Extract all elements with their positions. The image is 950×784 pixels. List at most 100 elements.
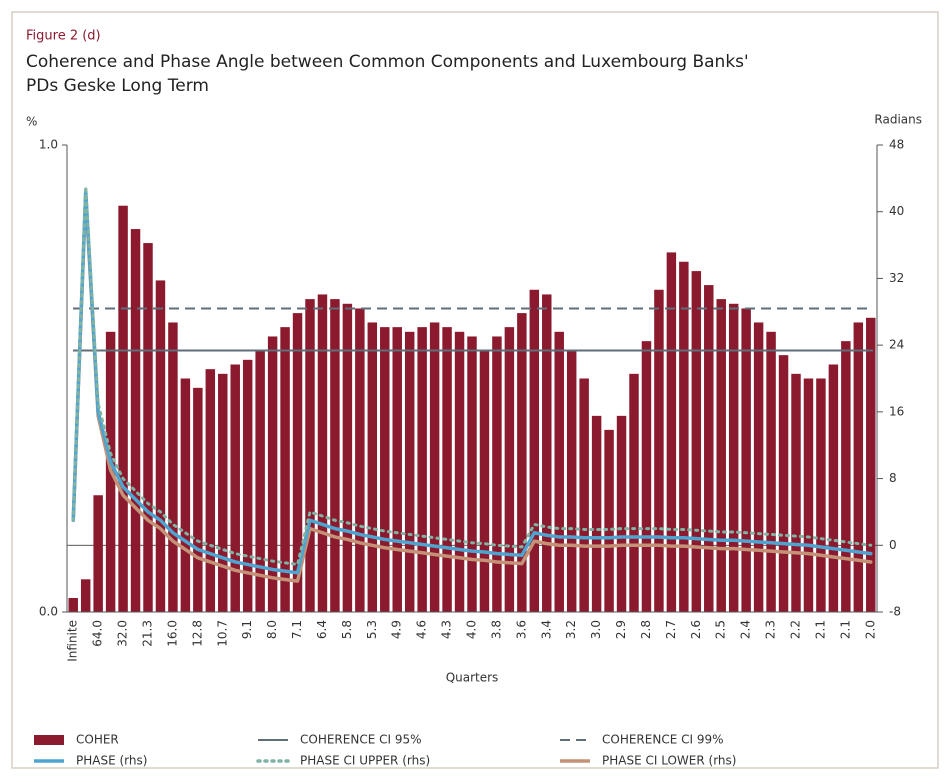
bar: [841, 341, 851, 612]
bar: [317, 294, 328, 612]
bar: [442, 327, 452, 612]
x-tick-label: 4.0: [465, 620, 479, 639]
x-tick-label: 2.4: [739, 620, 753, 639]
bar: [429, 322, 440, 612]
bar: [766, 331, 776, 612]
bar: [517, 313, 527, 612]
x-axis-label: Quarters: [446, 671, 499, 685]
bar: [753, 322, 764, 612]
bar: [579, 378, 589, 612]
chart-title: Coherence and Phase Angle between Common…: [26, 52, 749, 72]
bar: [866, 317, 876, 612]
bar: [604, 429, 614, 612]
bar: [380, 327, 390, 612]
x-tick-label: 2.6: [689, 620, 703, 639]
bar: [492, 336, 502, 612]
x-tick-label: 21.3: [141, 620, 155, 647]
bar: [155, 280, 166, 612]
bar: [728, 303, 739, 612]
x-tick-label: 2.7: [664, 620, 678, 639]
bar: [591, 415, 602, 612]
bar: [143, 243, 153, 612]
legend-label: PHASE CI UPPER (rhs): [300, 754, 430, 768]
x-tick-label: 2.2: [789, 620, 803, 639]
bar: [816, 378, 826, 612]
bar: [853, 322, 864, 612]
y2-tick-label: 16: [889, 404, 904, 418]
bar: [666, 252, 677, 612]
bar: [654, 289, 664, 612]
legend-label: COHER: [76, 733, 119, 747]
x-tick-label: 2.3: [764, 620, 778, 639]
phase-line: [71, 189, 873, 575]
x-tick-label: 3.0: [589, 620, 603, 639]
bar: [504, 327, 515, 612]
y2-tick-label: 8: [889, 471, 897, 485]
bar: [193, 387, 203, 612]
y2-tick-label: 0: [889, 538, 897, 552]
legend-label: COHERENCE CI 95%: [300, 733, 422, 747]
bar: [342, 303, 353, 612]
x-tick-label: 2.9: [614, 620, 628, 639]
y-axis-label: %: [26, 115, 37, 129]
x-tick-label: 2.5: [714, 620, 728, 639]
y2-axis-label: Radians: [874, 113, 922, 127]
bar: [778, 355, 789, 612]
phase-line: [71, 185, 873, 566]
x-tick-label: 4.3: [440, 620, 454, 639]
bar: [230, 364, 240, 612]
x-tick-label: 16.0: [165, 620, 179, 647]
x-tick-label: 2.8: [639, 620, 653, 639]
figure-label: Figure 2 (d): [26, 29, 101, 44]
bar: [629, 373, 639, 612]
x-tick-label: 4.6: [415, 620, 429, 639]
y2-tick-label: 48: [889, 138, 904, 152]
x-tick-label: 5.3: [365, 620, 379, 639]
bar: [130, 229, 141, 612]
bar: [828, 364, 839, 612]
bar: [467, 336, 477, 612]
bar: [691, 271, 702, 612]
x-tick-label: 4.9: [390, 620, 404, 639]
x-tick-label: 3.2: [564, 620, 578, 639]
bar: [80, 579, 91, 612]
bar: [404, 331, 415, 612]
bar: [417, 327, 427, 612]
bar: [529, 289, 540, 612]
bar: [741, 308, 751, 612]
x-tick-label: 5.8: [340, 620, 354, 639]
y2-tick-label: 40: [889, 204, 904, 218]
bar: [242, 359, 253, 612]
bar: [292, 313, 303, 612]
bar: [280, 327, 290, 612]
bar: [218, 373, 228, 612]
bar: [93, 495, 103, 612]
bar: [267, 336, 278, 612]
bar: [479, 350, 490, 612]
bar: [566, 350, 577, 612]
bar: [791, 373, 801, 612]
x-tick-label: 3.8: [489, 620, 503, 639]
bar: [716, 299, 726, 612]
bar: [641, 341, 652, 612]
legend-swatch: [34, 735, 64, 745]
x-tick-label: 2.0: [863, 620, 877, 639]
x-tick-label: 64.0: [91, 620, 105, 647]
bar: [205, 369, 216, 612]
x-tick-label: 9.1: [240, 620, 254, 639]
chart-title-line2: PDs Geske Long Term: [26, 76, 209, 96]
x-tick-label: 2.1: [838, 620, 852, 639]
x-tick-label: 3.6: [514, 620, 528, 639]
bar: [367, 322, 378, 612]
bar: [542, 294, 552, 612]
bar: [704, 285, 714, 612]
frame: [11, 11, 939, 769]
x-tick-label: 8.0: [265, 620, 279, 639]
bar: [616, 415, 627, 612]
legend-label: COHERENCE CI 99%: [602, 733, 724, 747]
bar: [803, 378, 814, 612]
bar: [168, 322, 178, 612]
bar: [118, 205, 128, 612]
bar: [305, 299, 315, 612]
